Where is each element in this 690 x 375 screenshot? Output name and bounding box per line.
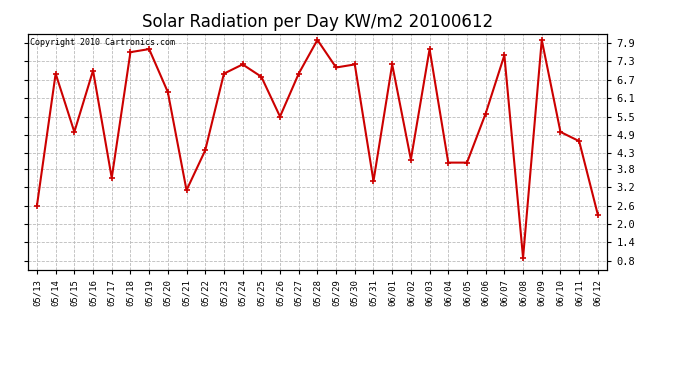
Title: Solar Radiation per Day KW/m2 20100612: Solar Radiation per Day KW/m2 20100612 (142, 13, 493, 31)
Text: Copyright 2010 Cartronics.com: Copyright 2010 Cartronics.com (30, 39, 175, 48)
